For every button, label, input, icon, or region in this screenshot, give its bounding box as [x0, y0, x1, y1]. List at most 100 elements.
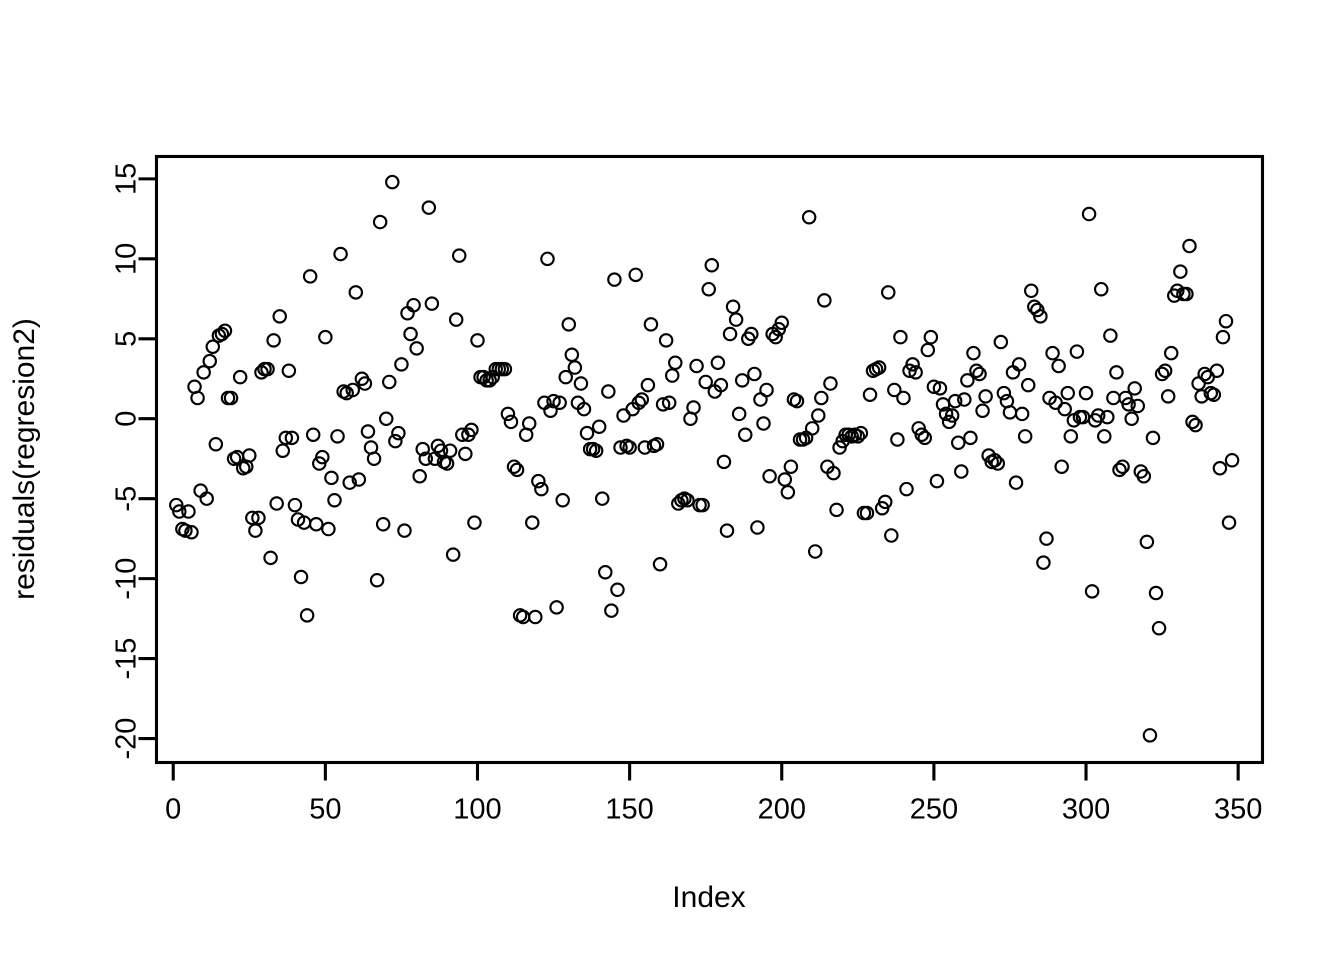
data-point	[777, 472, 793, 487]
data-point	[804, 421, 820, 436]
data-point	[710, 355, 726, 371]
data-point	[649, 437, 665, 452]
data-point	[1033, 309, 1048, 324]
data-point	[975, 403, 990, 418]
data-point	[923, 329, 939, 345]
data-point	[567, 360, 583, 375]
data-point	[640, 377, 656, 393]
data-point	[884, 528, 899, 543]
data-point	[305, 427, 321, 442]
data-point	[1215, 329, 1231, 345]
data-point	[214, 326, 230, 342]
data-point	[664, 368, 680, 383]
data-points-layer	[169, 174, 1240, 743]
data-point	[1188, 417, 1203, 433]
data-point	[929, 473, 945, 489]
data-point	[1160, 389, 1176, 404]
data-point	[725, 299, 741, 315]
y-tick-label: 0	[111, 411, 143, 427]
data-point	[232, 369, 248, 385]
data-point	[1103, 328, 1118, 343]
data-point	[893, 329, 908, 345]
data-point	[445, 547, 461, 562]
data-point	[576, 401, 592, 417]
data-point	[293, 569, 309, 585]
data-point	[275, 443, 291, 458]
x-tick-label: 50	[309, 794, 341, 826]
data-point	[917, 430, 933, 446]
data-point	[321, 521, 336, 537]
data-point	[202, 353, 218, 369]
data-point	[464, 422, 479, 438]
data-point	[573, 376, 589, 391]
data-point	[957, 392, 972, 407]
data-point	[1090, 408, 1106, 423]
data-point	[1109, 365, 1124, 380]
data-point	[990, 456, 1006, 471]
data-point	[954, 464, 969, 479]
data-point	[330, 429, 345, 444]
data-point	[251, 510, 266, 526]
data-point	[731, 406, 747, 422]
data-point	[1112, 462, 1127, 478]
data-point	[716, 454, 732, 470]
data-point	[172, 504, 187, 519]
data-point	[944, 408, 960, 423]
data-point	[248, 523, 263, 538]
data-point	[1115, 459, 1130, 474]
data-point	[896, 390, 911, 406]
data-point	[890, 432, 905, 447]
data-point	[272, 309, 287, 324]
data-point	[1036, 555, 1051, 570]
data-point	[327, 493, 342, 508]
data-point	[412, 469, 427, 484]
data-point	[1063, 429, 1079, 444]
data-point	[388, 433, 403, 449]
data-point	[811, 408, 826, 423]
data-point	[1148, 585, 1164, 601]
data-point	[1039, 531, 1054, 546]
data-point	[369, 572, 385, 588]
data-point	[281, 363, 297, 379]
data-point	[744, 326, 759, 342]
data-point	[877, 494, 893, 510]
data-point	[482, 373, 497, 388]
y-tick-label: -10	[111, 558, 143, 600]
x-tick-label: 150	[605, 794, 653, 826]
data-point	[366, 451, 382, 466]
data-point	[208, 437, 224, 452]
data-point	[598, 564, 613, 580]
data-point	[652, 556, 668, 572]
y-tick-label: 15	[111, 163, 143, 195]
data-point	[299, 608, 315, 623]
data-point	[184, 524, 199, 540]
data-point	[178, 523, 193, 538]
plot-frame	[154, 154, 1265, 765]
data-point	[1163, 345, 1179, 361]
data-point	[543, 403, 558, 418]
data-point	[588, 443, 604, 458]
data-point	[960, 373, 975, 388]
data-point	[357, 376, 373, 391]
data-point	[1206, 387, 1222, 402]
data-point	[859, 505, 875, 521]
data-point	[540, 251, 555, 267]
data-point	[263, 550, 278, 566]
data-point	[1212, 461, 1228, 476]
data-point	[521, 416, 537, 431]
data-point	[713, 377, 729, 393]
data-point	[278, 430, 294, 446]
data-point	[217, 323, 233, 339]
data-point	[1011, 357, 1027, 372]
data-point	[604, 603, 619, 618]
data-point	[829, 502, 844, 518]
data-point	[826, 465, 841, 481]
data-point	[503, 414, 519, 430]
data-point	[1221, 515, 1237, 530]
data-point	[564, 347, 580, 363]
data-point	[1060, 385, 1076, 401]
data-point	[242, 448, 257, 463]
data-point	[698, 374, 713, 390]
data-point	[594, 491, 610, 506]
data-point	[643, 317, 659, 332]
